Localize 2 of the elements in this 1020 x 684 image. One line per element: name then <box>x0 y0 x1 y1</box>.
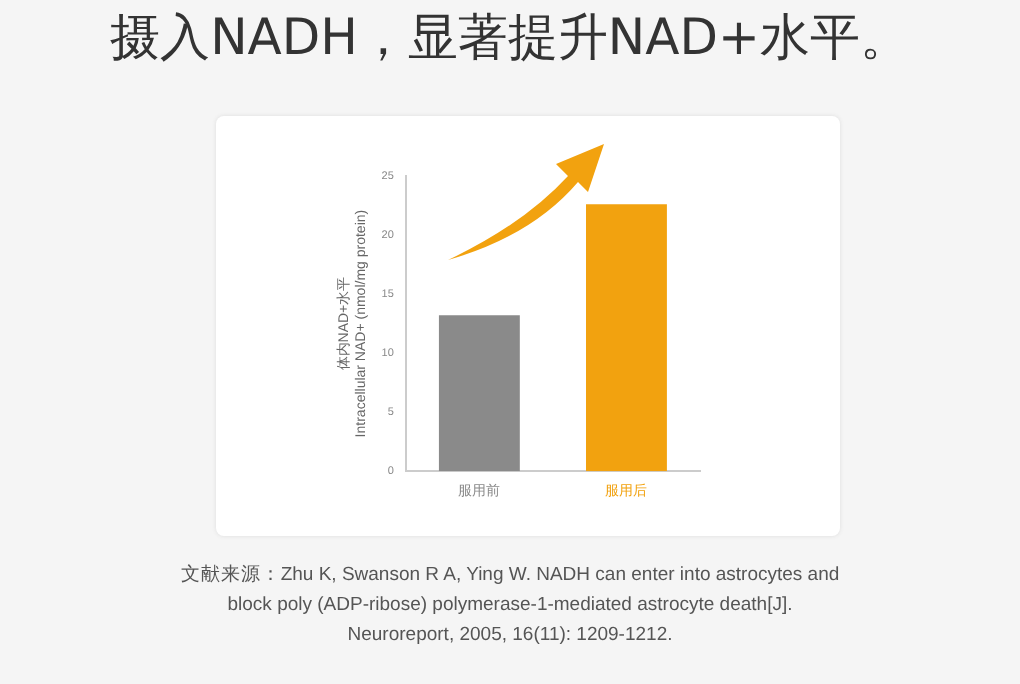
text: 文献来源：Zhu K, Swanson R A, Ying W. NADH can enter into astrocytes and block poly (ADP-ribose) polymerase-1-mediated astrocyte death[J]. Neuroreport, 2005, 16(11): 1209-1212. <box>180 562 840 650</box>
chart-title: 摄入NADH，显著提升NAD+水平。 <box>108 6 912 70</box>
